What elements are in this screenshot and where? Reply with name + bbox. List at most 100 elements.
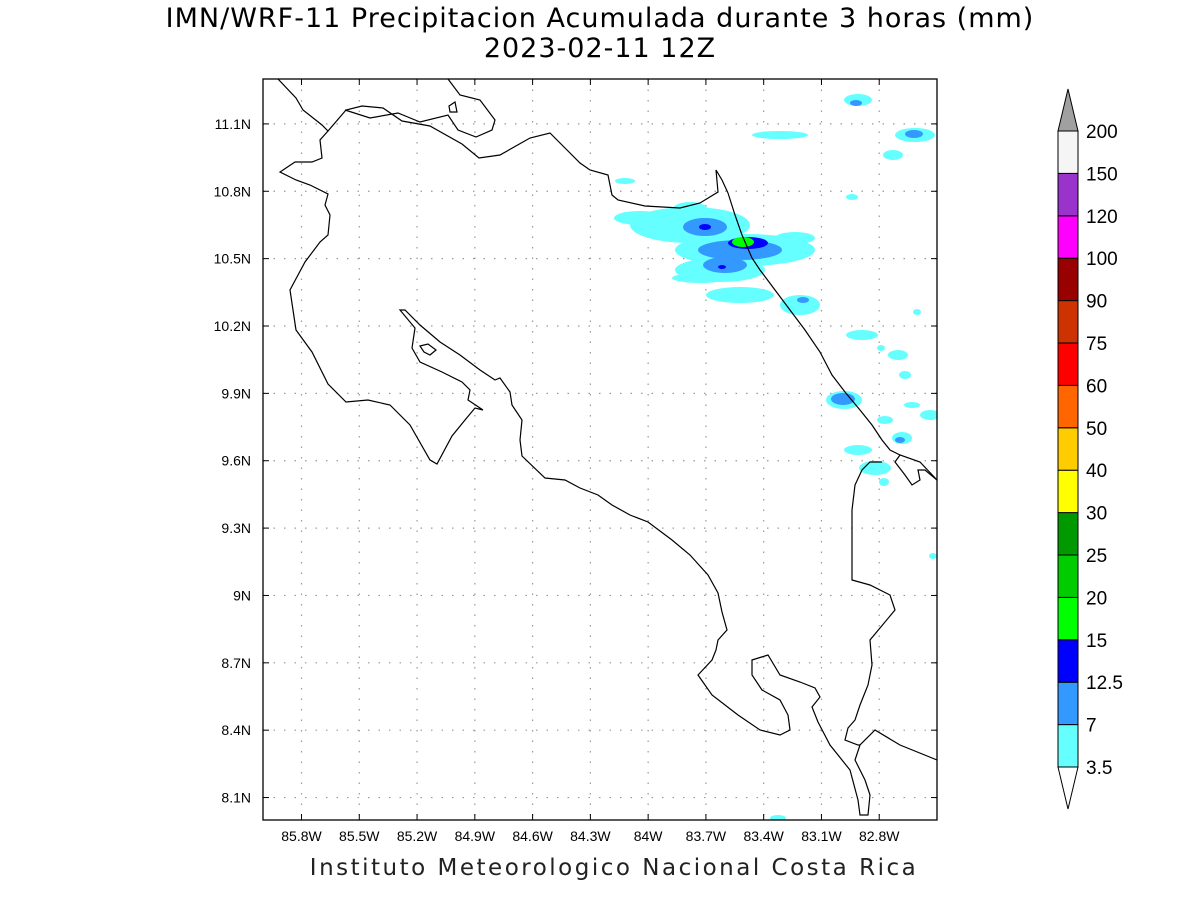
colorbar-label: 7 (1086, 716, 1097, 737)
precip-area (877, 345, 885, 351)
precip-area (895, 437, 905, 443)
island (419, 343, 437, 356)
lake-shore (344, 79, 496, 138)
lat-tick-label: 8.4N (221, 722, 251, 738)
precip-area (718, 265, 726, 269)
colorbar-label: 90 (1086, 292, 1107, 313)
precip-area (913, 309, 921, 315)
precip-area (899, 371, 911, 379)
colorbar-swatch (1057, 427, 1079, 471)
precip-area (888, 350, 908, 360)
colorbar-label: 120 (1086, 207, 1118, 228)
precip-area (732, 237, 754, 247)
lon-tick-label: 83.4W (743, 828, 784, 844)
precip-area (877, 416, 893, 424)
colorbar-label: 25 (1086, 546, 1107, 567)
pacific-coast (278, 130, 937, 816)
map-subtitle: 2023-02-11 12Z (483, 33, 717, 64)
island (448, 101, 458, 113)
panama-border (844, 461, 896, 746)
colorbar-label: 20 (1086, 588, 1107, 609)
colorbar-label: 12.5 (1086, 673, 1123, 694)
precip-area (846, 194, 858, 200)
lat-tick-label: 9.9N (221, 385, 251, 401)
lon-tick-label: 84.6W (512, 828, 553, 844)
lat-tick-label: 8.7N (221, 655, 251, 671)
colorbar-swatch (1057, 215, 1079, 259)
precip-area (699, 224, 711, 230)
map-gridlines (263, 79, 937, 820)
precip-area (844, 445, 872, 455)
precip-area (672, 202, 708, 218)
colorbar-over-arrow (1057, 88, 1079, 132)
precipitation-areas (614, 94, 937, 820)
lat-tick-label: 9.3N (221, 520, 251, 536)
colorbar-swatch (1057, 342, 1079, 386)
lat-tick-label: 9N (233, 587, 251, 603)
colorbar-label: 50 (1086, 419, 1107, 440)
colorbar-label: 15 (1086, 631, 1107, 652)
precip-area (614, 211, 666, 225)
colorbar-label: 100 (1086, 249, 1118, 270)
lat-tick-label: 10.2N (214, 318, 251, 334)
colorbar-swatch (1057, 681, 1079, 726)
precip-area (672, 273, 728, 283)
coastlines (277, 79, 937, 816)
colorbar-label: 150 (1086, 164, 1118, 185)
colorbar-swatch (1057, 384, 1079, 429)
lat-tick-label: 8.1N (221, 790, 251, 806)
colorbar-swatch (1057, 172, 1079, 217)
precip-area (770, 815, 786, 820)
panama-border (894, 454, 937, 486)
lon-tick-label: 84W (634, 828, 664, 844)
lat-tick-label: 10.5N (214, 251, 251, 267)
colorbar: 3.5 7 12.5 15 20 25 30 40 50 60 75 90 100 120 150 200 (1057, 88, 1123, 810)
colorbar-label: 30 (1086, 504, 1107, 525)
lake-shore (277, 79, 729, 209)
lon-tick-label: 85.5W (339, 828, 380, 844)
colorbar-label: 200 (1086, 122, 1118, 143)
precip-area (929, 553, 937, 559)
lat-tick-label: 10.8N (214, 183, 251, 199)
lon-tick-label: 84.9W (455, 828, 496, 844)
lon-tick-label: 84.3W (570, 828, 611, 844)
precip-area (920, 410, 937, 420)
map-frame (262, 78, 938, 821)
lon-tick-label: 83.1W (801, 828, 842, 844)
colorbar-swatch (1057, 257, 1079, 302)
map-title: IMN/WRF-11 Precipitacion Acumulada duran… (165, 3, 1035, 34)
lon-tick-label: 85.2W (397, 828, 438, 844)
colorbar-swatch (1057, 554, 1079, 598)
colorbar-swatch (1057, 512, 1079, 556)
colorbar-swatch (1057, 130, 1079, 174)
precip-area (706, 287, 774, 303)
colorbar-swatch (1057, 300, 1079, 344)
precip-area (850, 100, 862, 106)
colorbar-label: 75 (1086, 334, 1107, 355)
footer-credit: Instituto Meteorologico Nacional Costa R… (309, 855, 919, 881)
lon-tick-label: 83.7W (686, 828, 727, 844)
colorbar-swatch (1057, 639, 1079, 683)
colorbar-under-arrow (1057, 766, 1079, 810)
lat-tick-label: 11.1N (215, 116, 251, 132)
precip-area (846, 330, 878, 340)
colorbar-label: 3.5 (1086, 758, 1112, 779)
colorbar-swatch (1057, 469, 1079, 514)
lon-tick-label: 82.8W (859, 828, 900, 844)
colorbar-label: 40 (1086, 461, 1107, 482)
precip-area (797, 297, 809, 303)
colorbar-swatch (1057, 724, 1079, 768)
colorbar-label: 60 (1086, 376, 1107, 397)
precip-area (879, 478, 889, 486)
lon-tick-label: 85.8W (281, 828, 322, 844)
precip-area (883, 150, 903, 160)
precip-area (615, 178, 635, 184)
precip-area (905, 130, 923, 138)
precip-area (775, 232, 815, 244)
colorbar-swatch (1057, 596, 1079, 641)
caribbean-coast (727, 192, 937, 481)
precip-area (752, 131, 808, 139)
map-axes: 85.8W 85.5W 85.2W 84.9W 84.6W 84.3W 84W 83.7W 83… (214, 79, 937, 844)
precip-area (904, 402, 920, 408)
